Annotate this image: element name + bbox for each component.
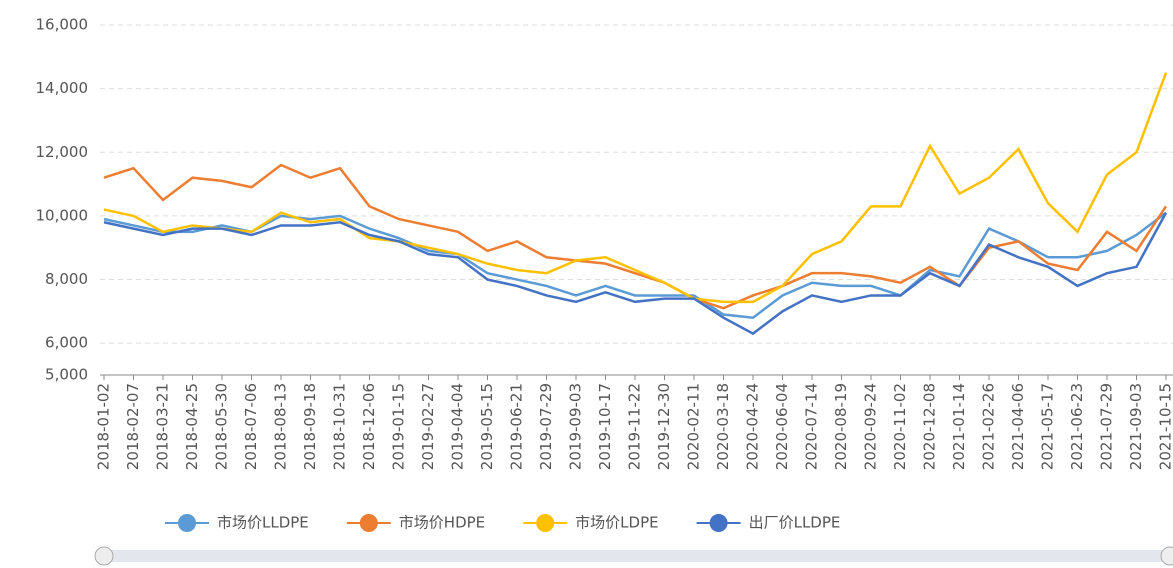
x-tick-label: 2019-01-15 xyxy=(390,383,408,470)
y-tick-label: 6,000 xyxy=(45,334,88,352)
x-tick-label: 2019-12-30 xyxy=(655,383,673,470)
x-tick-label: 2021-05-17 xyxy=(1039,383,1057,470)
x-tick-label: 2019-10-17 xyxy=(596,383,614,470)
x-tick-label: 2018-09-18 xyxy=(301,383,319,470)
legend-label: 市场价LLDPE xyxy=(217,514,309,532)
x-tick-label: 2018-02-07 xyxy=(124,383,142,470)
x-tick-label: 2021-06-23 xyxy=(1068,383,1086,470)
x-tick-label: 2021-01-14 xyxy=(950,383,968,470)
x-tick-label: 2019-02-27 xyxy=(419,383,437,470)
legend-marker xyxy=(536,514,555,532)
legend-marker xyxy=(709,514,728,532)
x-tick-label: 2020-06-04 xyxy=(773,383,791,470)
x-tick-label: 2021-09-03 xyxy=(1127,383,1145,470)
x-tick-label: 2018-01-02 xyxy=(95,383,113,470)
legend-marker xyxy=(178,514,196,532)
x-tick-label: 2020-11-02 xyxy=(891,383,909,470)
y-tick-label: 8,000 xyxy=(45,270,88,288)
x-tick-label: 2019-06-21 xyxy=(508,383,526,470)
x-tick-label: 2020-02-11 xyxy=(685,383,703,470)
y-tick-label: 10,000 xyxy=(36,206,89,224)
x-tick-label: 2018-04-25 xyxy=(183,383,201,470)
x-tick-label: 2019-05-15 xyxy=(478,383,496,470)
y-tick-label: 16,000 xyxy=(36,16,89,34)
x-tick-label: 2021-02-26 xyxy=(980,383,998,470)
series-line xyxy=(103,163,1168,310)
series-line xyxy=(103,211,1167,320)
legend-label: 出厂价LLDPE xyxy=(749,514,841,532)
x-tick-label: 2018-03-21 xyxy=(154,383,172,470)
x-tick-label: 2020-04-24 xyxy=(744,383,762,470)
y-tick-label: 5,000 xyxy=(45,366,88,384)
y-tick-label: 14,000 xyxy=(36,79,89,97)
x-tick-label: 2019-11-22 xyxy=(626,383,644,470)
x-tick-label: 2021-07-29 xyxy=(1098,383,1116,470)
x-tick-label: 2018-07-06 xyxy=(242,383,260,470)
series-line xyxy=(103,72,1168,304)
x-tick-label: 2020-08-19 xyxy=(832,383,850,470)
legend-label: 市场价HDPE xyxy=(399,514,485,532)
x-tick-label: 2018-12-06 xyxy=(360,383,378,470)
x-tick-label: 2019-09-03 xyxy=(567,383,585,470)
x-tick-label: 2021-04-06 xyxy=(1009,383,1027,470)
x-tick-label: 2020-12-08 xyxy=(921,383,939,470)
x-tick-label: 2018-08-13 xyxy=(272,383,290,470)
zoom-slider[interactable] xyxy=(100,550,1170,562)
slider-handle[interactable] xyxy=(94,546,114,566)
legend-label: 市场价LDPE xyxy=(575,514,658,532)
x-tick-label: 2019-07-29 xyxy=(537,383,555,470)
x-tick-label: 2020-09-24 xyxy=(862,383,880,470)
x-tick-label: 2018-10-31 xyxy=(331,383,349,470)
legend-marker xyxy=(359,514,378,532)
slider-handle[interactable] xyxy=(1160,546,1173,566)
x-tick-label: 2020-03-18 xyxy=(714,383,732,470)
x-tick-label: 2018-05-30 xyxy=(213,383,231,470)
x-tick-label: 2020-07-14 xyxy=(803,383,821,470)
x-tick-label: 2019-04-04 xyxy=(449,383,467,470)
y-tick-label: 12,000 xyxy=(36,143,89,161)
series-line xyxy=(103,212,1168,336)
x-tick-label: 2021-10-15 xyxy=(1157,383,1173,470)
